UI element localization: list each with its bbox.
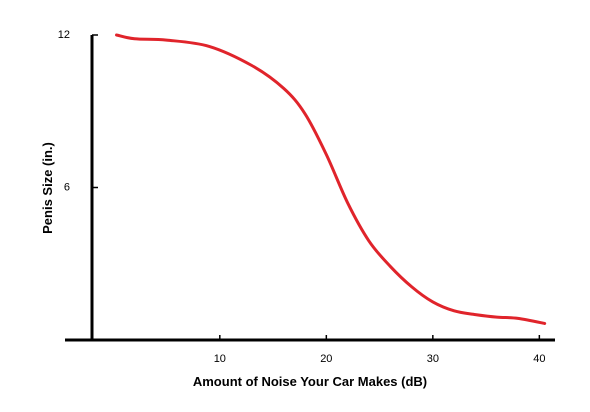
x-tick-label: 10 (214, 353, 226, 365)
y-axis-title: Penis Size (in.) (40, 142, 55, 234)
y-tick-label: 6 (64, 182, 70, 194)
series (115, 33, 547, 325)
axes (65, 35, 555, 342)
series-line (115, 33, 547, 325)
x-axis-title: Amount of Noise Your Car Makes (dB) (193, 374, 427, 389)
x-tick-label: 30 (427, 353, 439, 365)
ticks: 10 20 30 40 6 12 (58, 29, 546, 365)
x-tick-label: 20 (320, 353, 332, 365)
x-tick-label: 40 (533, 353, 545, 365)
y-tick-label: 12 (58, 29, 70, 41)
